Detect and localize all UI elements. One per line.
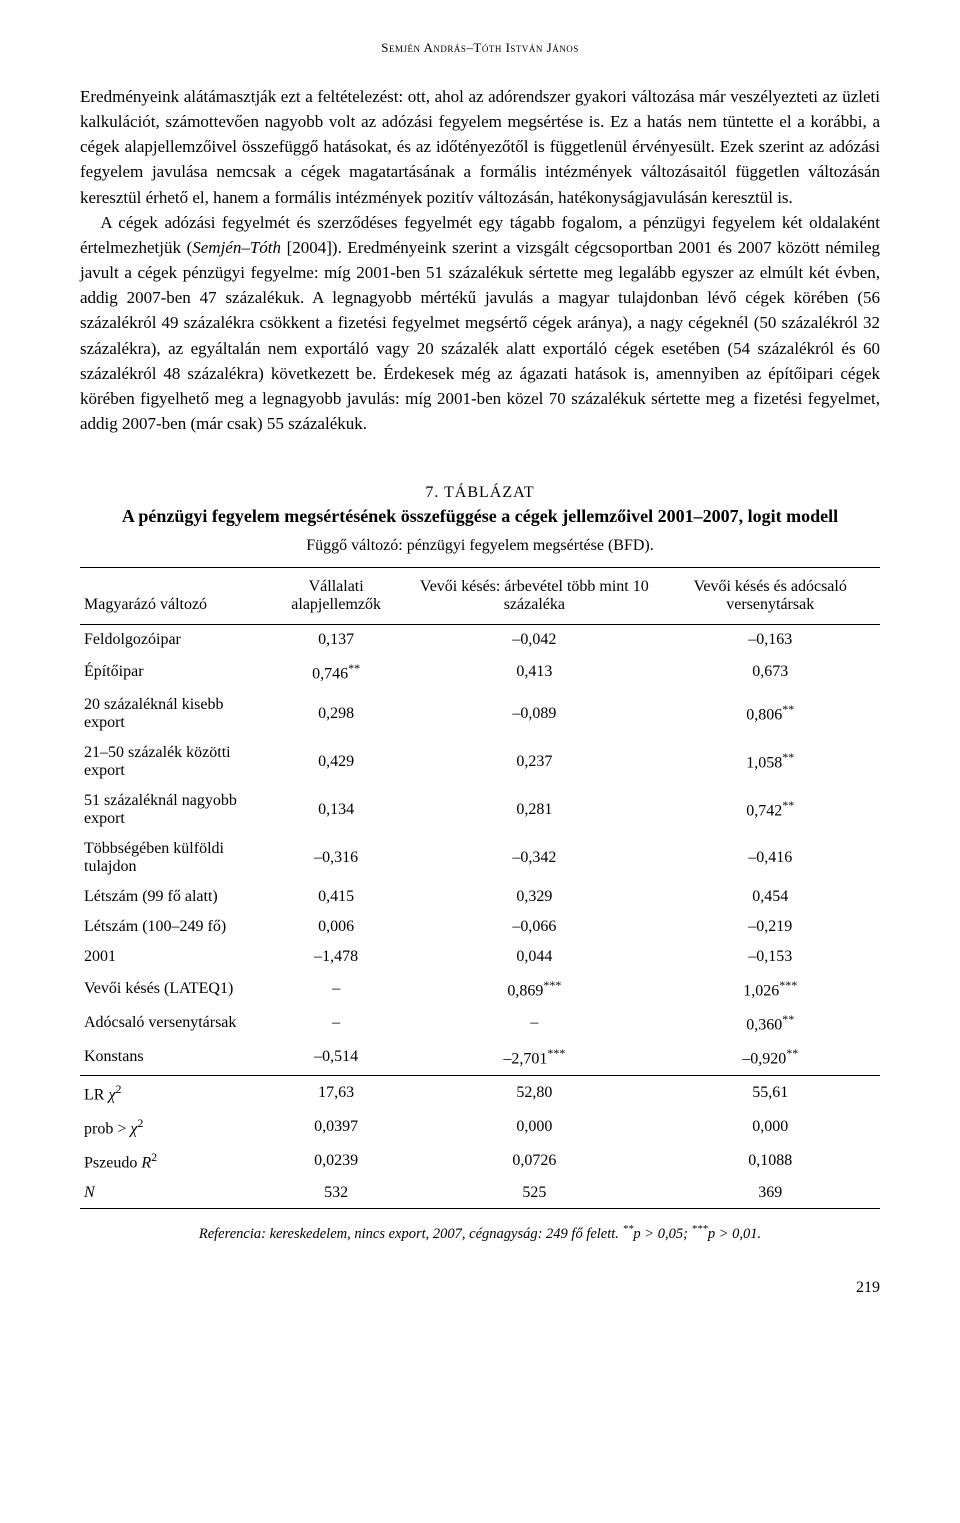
- table-row: 20 százaléknál kisebb export0,298–0,0890…: [80, 690, 880, 738]
- table-number: 7. TÁBLÁZAT: [80, 484, 880, 502]
- col-header-variable: Magyarázó változó: [80, 568, 264, 625]
- table-row: Létszám (100–249 fő)0,006–0,066–0,219: [80, 912, 880, 942]
- table-row: Adócsaló versenytársak––0,360**: [80, 1006, 880, 1040]
- logit-table: Magyarázó változó Vállalati alapjellemző…: [80, 567, 880, 1209]
- table-row: Vevői késés (LATEQ1)–0,869***1,026***: [80, 972, 880, 1006]
- paragraph-1: Eredményeink alátámasztják ezt a feltéte…: [80, 84, 880, 210]
- table-stat-row: LR χ217,6352,8055,61: [80, 1075, 880, 1110]
- table-row: 21–50 százalék közötti export0,4290,2371…: [80, 738, 880, 786]
- table-row: Építőipar0,746**0,4130,673: [80, 655, 880, 689]
- table-dependent-variable: Függő változó: pénzügyi fegyelem megsért…: [80, 537, 880, 555]
- running-header: Semjén András–Tóth István János: [80, 40, 880, 56]
- table-stat-row: prob > χ20,03970,0000,000: [80, 1110, 880, 1144]
- table-footnote: Referencia: kereskedelem, nincs export, …: [80, 1223, 880, 1243]
- table-row: Létszám (99 fő alatt)0,4150,3290,454: [80, 882, 880, 912]
- col-header-model2: Vevői késés: árbevétel több mint 10 száz…: [408, 568, 660, 625]
- paragraph-2: A cégek adózási fegyelmét és szerződéses…: [80, 210, 880, 436]
- table-7: 7. TÁBLÁZAT A pénzügyi fegyelem megsérté…: [80, 484, 880, 1243]
- table-row: Többségében külföldi tulajdon–0,316–0,34…: [80, 834, 880, 882]
- table-title: A pénzügyi fegyelem megsértésének összef…: [80, 506, 880, 527]
- col-header-model1: Vállalati alapjellemzők: [264, 568, 408, 625]
- table-stat-row: N532525369: [80, 1178, 880, 1209]
- table-row: 51 százaléknál nagyobb export0,1340,2810…: [80, 786, 880, 834]
- col-header-model3: Vevői késés és adócsaló versenytársak: [660, 568, 880, 625]
- table-row: 2001–1,4780,044–0,153: [80, 942, 880, 972]
- table-stat-row: Pszeudo R20,02390,07260,1088: [80, 1144, 880, 1178]
- table-row: Konstans–0,514–2,701***–0,920**: [80, 1040, 880, 1075]
- table-body: Feldolgozóipar0,137–0,042–0,163Építőipar…: [80, 625, 880, 1209]
- page-number: 219: [80, 1279, 880, 1297]
- table-row: Feldolgozóipar0,137–0,042–0,163: [80, 625, 880, 656]
